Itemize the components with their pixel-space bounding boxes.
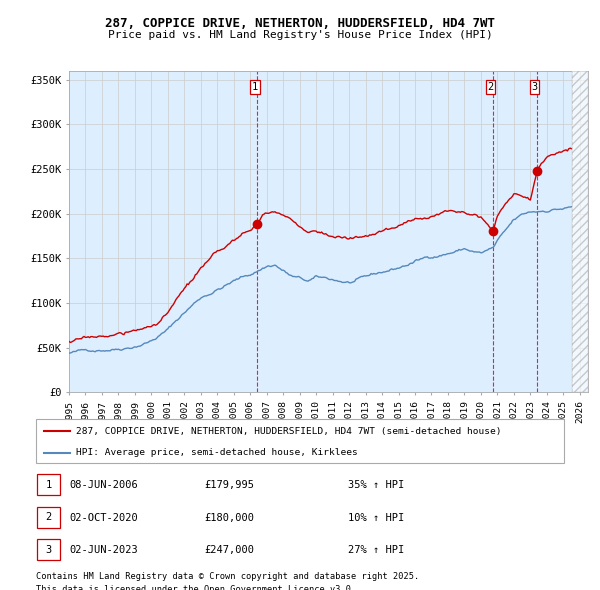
Text: £247,000: £247,000 <box>204 545 254 555</box>
FancyBboxPatch shape <box>37 539 61 560</box>
Text: 3: 3 <box>46 545 52 555</box>
Text: Price paid vs. HM Land Registry's House Price Index (HPI): Price paid vs. HM Land Registry's House … <box>107 30 493 40</box>
Text: Contains HM Land Registry data © Crown copyright and database right 2025.: Contains HM Land Registry data © Crown c… <box>36 572 419 581</box>
FancyBboxPatch shape <box>36 419 564 463</box>
Text: HPI: Average price, semi-detached house, Kirklees: HPI: Average price, semi-detached house,… <box>76 448 358 457</box>
Text: 1: 1 <box>252 82 258 92</box>
Text: 08-JUN-2006: 08-JUN-2006 <box>69 480 138 490</box>
Text: This data is licensed under the Open Government Licence v3.0.: This data is licensed under the Open Gov… <box>36 585 356 590</box>
Text: 287, COPPICE DRIVE, NETHERTON, HUDDERSFIELD, HD4 7WT (semi-detached house): 287, COPPICE DRIVE, NETHERTON, HUDDERSFI… <box>76 427 501 436</box>
Text: 02-OCT-2020: 02-OCT-2020 <box>69 513 138 523</box>
Text: £180,000: £180,000 <box>204 513 254 523</box>
Text: 35% ↑ HPI: 35% ↑ HPI <box>348 480 404 490</box>
Text: £179,995: £179,995 <box>204 480 254 490</box>
FancyBboxPatch shape <box>37 507 61 527</box>
Text: 10% ↑ HPI: 10% ↑ HPI <box>348 513 404 523</box>
Bar <box>572 71 588 392</box>
Text: 2: 2 <box>46 512 52 522</box>
Text: 02-JUN-2023: 02-JUN-2023 <box>69 545 138 555</box>
Text: 3: 3 <box>532 82 538 92</box>
Text: 2: 2 <box>488 82 494 92</box>
Text: 27% ↑ HPI: 27% ↑ HPI <box>348 545 404 555</box>
Text: 1: 1 <box>46 480 52 490</box>
FancyBboxPatch shape <box>37 474 61 495</box>
Text: 287, COPPICE DRIVE, NETHERTON, HUDDERSFIELD, HD4 7WT: 287, COPPICE DRIVE, NETHERTON, HUDDERSFI… <box>105 17 495 30</box>
